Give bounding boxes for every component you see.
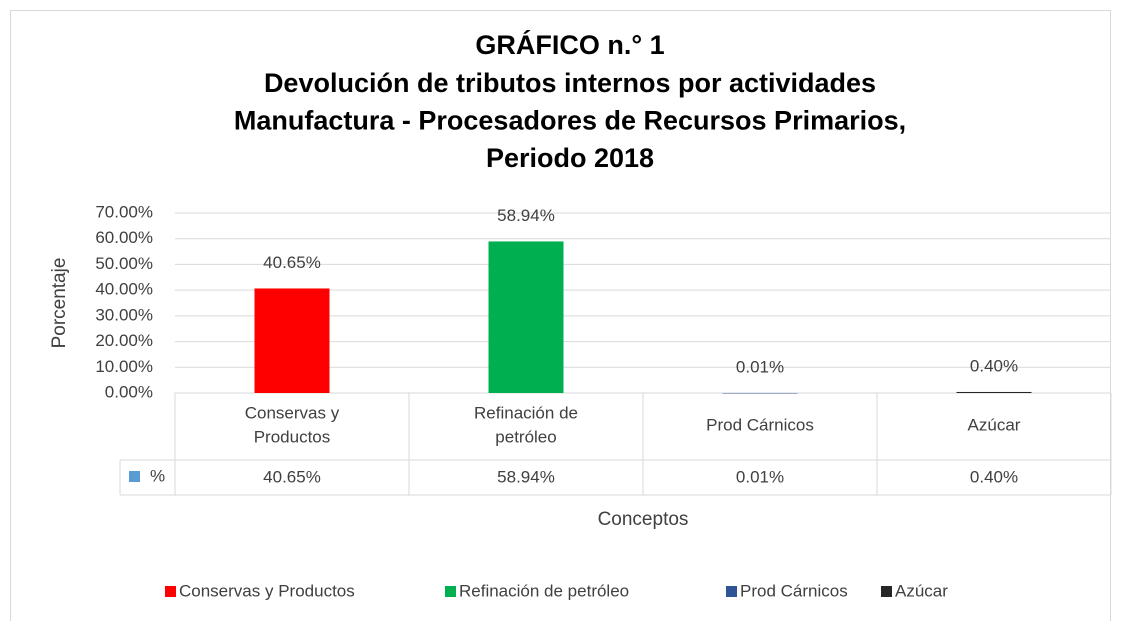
table-value: 0.01% xyxy=(736,467,784,486)
x-tick-label: Conservas y Productos xyxy=(245,404,340,447)
legend-label: Refinación de petróleo xyxy=(459,581,629,600)
table-value: 58.94% xyxy=(497,467,555,486)
data-label: 0.40% xyxy=(970,356,1018,375)
bar xyxy=(488,241,564,393)
y-tick-label: 0.00% xyxy=(105,382,153,401)
chart-title: Manufactura - Procesadores de Recursos P… xyxy=(234,106,906,136)
legend-label: Azúcar xyxy=(895,581,948,600)
legend-label: Prod Cárnicos xyxy=(740,581,848,600)
table-series-name: % xyxy=(150,466,165,485)
chart-title: Periodo 2018 xyxy=(486,143,654,173)
legend-key xyxy=(726,586,737,597)
data-label: 40.65% xyxy=(263,253,321,272)
legend-key xyxy=(881,586,892,597)
x-axis-title: Conceptos xyxy=(598,509,689,530)
y-tick-label: 60.00% xyxy=(95,228,153,247)
y-axis-title: Porcentaje xyxy=(49,258,70,349)
x-tick-label: Prod Cárnicos xyxy=(706,416,814,435)
bar xyxy=(722,392,798,394)
bar xyxy=(254,288,330,393)
x-tick-label-line: Refinación de xyxy=(474,404,578,423)
bar xyxy=(956,391,1032,393)
chart-title: GRÁFICO n.° 1 xyxy=(475,29,664,60)
x-tick-label-line: Prod Cárnicos xyxy=(706,416,814,435)
x-tick-label-line: Azúcar xyxy=(968,416,1021,435)
legend-key xyxy=(445,586,456,597)
x-tick-label-line: Conservas y xyxy=(245,404,340,423)
table-value: 0.40% xyxy=(970,467,1018,486)
chart-title: Devolución de tributos internos por acti… xyxy=(264,68,876,98)
x-tick-label: Refinación de petróleo xyxy=(474,404,578,447)
x-tick-label-line: Productos xyxy=(254,428,331,447)
y-tick-label: 20.00% xyxy=(95,331,153,350)
legend-label: Conservas y Productos xyxy=(179,581,355,600)
y-tick-label: 50.00% xyxy=(95,254,153,273)
data-label: 0.01% xyxy=(736,357,784,376)
y-tick-label: 40.00% xyxy=(95,280,153,299)
y-tick-label: 30.00% xyxy=(95,305,153,324)
x-tick-label-line: petróleo xyxy=(495,428,556,447)
data-label: 58.94% xyxy=(497,206,555,225)
y-tick-label: 70.00% xyxy=(95,202,153,221)
y-tick-label: 10.00% xyxy=(95,357,153,376)
table-legend-key xyxy=(129,471,140,482)
table-value: 40.65% xyxy=(263,467,321,486)
legend-key xyxy=(165,586,176,597)
x-tick-label: Azúcar xyxy=(968,416,1021,435)
